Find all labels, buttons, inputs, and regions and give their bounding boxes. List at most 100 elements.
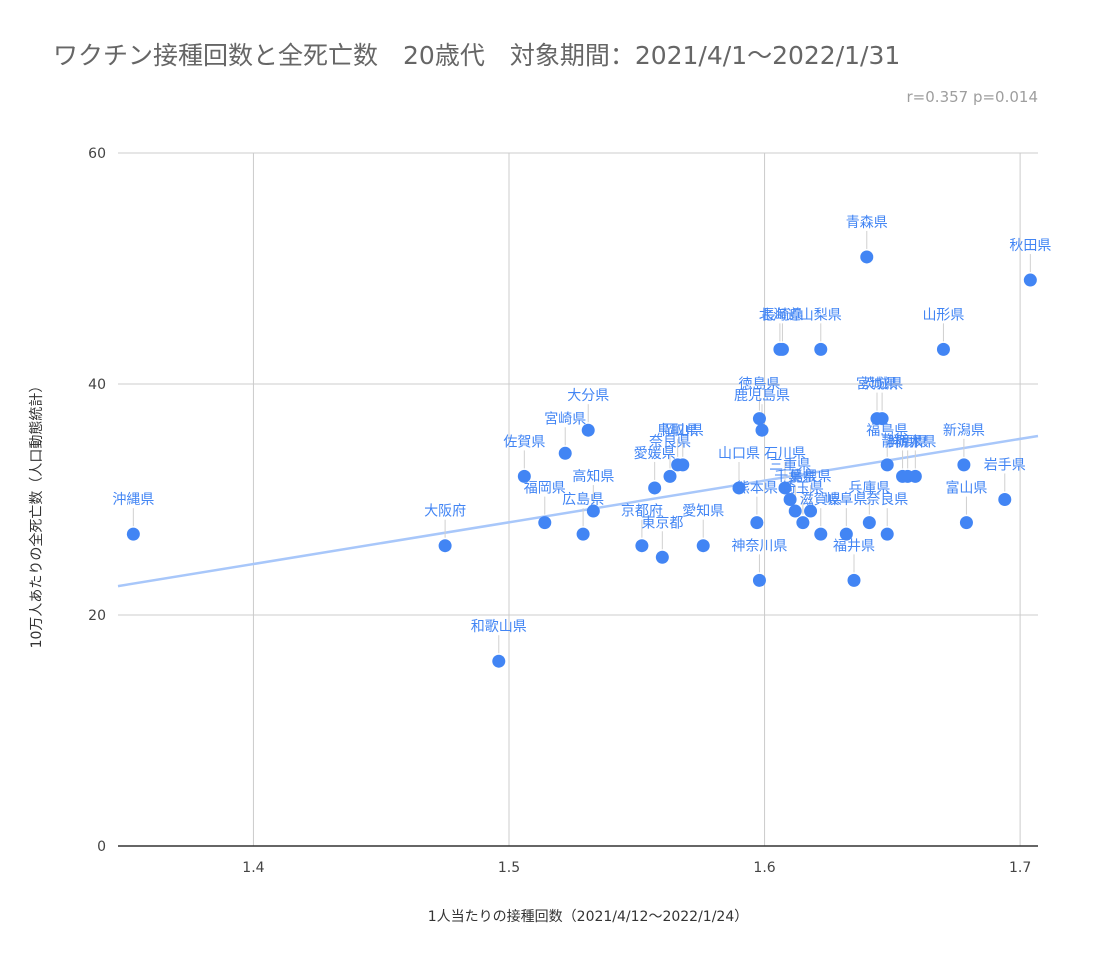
data-point xyxy=(558,446,572,460)
y-tick-label: 20 xyxy=(88,608,106,624)
data-point xyxy=(581,423,595,437)
data-label: 宮城県 xyxy=(856,377,898,393)
data-point xyxy=(908,469,922,483)
data-point xyxy=(778,481,792,495)
data-point xyxy=(998,493,1012,506)
data-point xyxy=(635,539,649,553)
data-label: 福島県 xyxy=(866,423,908,439)
x-tick-label: 1.5 xyxy=(498,860,520,876)
data-point xyxy=(752,412,766,426)
data-label: 山口県 xyxy=(718,446,760,462)
data-label: 大分県 xyxy=(567,388,609,404)
data-label: 石川県 xyxy=(764,446,806,462)
data-label: 鹿児島県 xyxy=(734,387,790,404)
data-label: 群馬県 xyxy=(887,434,929,450)
data-point xyxy=(696,539,710,553)
data-label: 熊本県 xyxy=(736,481,778,497)
data-label: 青森県 xyxy=(846,215,888,231)
data-point xyxy=(648,481,662,495)
data-label: 福岡県 xyxy=(524,481,566,497)
data-label: 鳥取県 xyxy=(657,423,699,439)
y-tick-labels: 0 20 40 60 xyxy=(88,146,106,855)
data-label: 東京都 xyxy=(641,515,683,531)
data-label: 高知県 xyxy=(572,468,614,485)
data-label: 新潟県 xyxy=(943,423,985,439)
data-point xyxy=(875,412,889,426)
data-label: 岩手県 xyxy=(984,458,1026,474)
data-points xyxy=(126,250,1037,668)
trendline xyxy=(117,434,1039,588)
data-point xyxy=(860,250,874,264)
data-point xyxy=(1023,273,1037,287)
data-label: 富山県 xyxy=(945,480,987,497)
data-point xyxy=(492,654,506,668)
data-point xyxy=(126,527,140,541)
data-label: 佐賀県 xyxy=(503,434,545,450)
data-point xyxy=(655,550,669,564)
data-point xyxy=(576,527,590,541)
data-label: 山梨県 xyxy=(800,307,842,323)
data-point xyxy=(936,342,950,356)
x-tick-label: 1.6 xyxy=(753,860,775,876)
data-point xyxy=(517,469,531,483)
data-label: 宮崎県 xyxy=(544,411,586,427)
y-tick-label: 40 xyxy=(88,377,106,393)
data-label: 茨城県 xyxy=(861,377,903,393)
data-label: 山形県 xyxy=(922,307,964,323)
x-tick-label: 1.7 xyxy=(1009,860,1031,876)
y-tick-label: 0 xyxy=(97,839,106,855)
data-point xyxy=(839,527,853,541)
data-point xyxy=(783,493,797,506)
data-point xyxy=(438,539,452,553)
data-point xyxy=(814,527,828,541)
data-point xyxy=(755,423,769,437)
data-label: 奈良県 xyxy=(866,492,908,508)
data-label: 秋田県 xyxy=(1009,238,1051,254)
data-point xyxy=(804,504,818,518)
data-point xyxy=(538,516,552,530)
data-label: 北海道 xyxy=(759,307,801,323)
data-label: 広島県 xyxy=(562,492,604,508)
data-point xyxy=(814,342,828,356)
label-leader-lines xyxy=(132,230,1031,654)
data-label: 兵庫県 xyxy=(848,480,890,497)
data-label: 栃木県 xyxy=(894,434,936,450)
data-point xyxy=(752,573,766,587)
data-label: 奈良県 xyxy=(649,434,691,450)
data-label: 岡山県 xyxy=(662,423,704,439)
data-point xyxy=(586,504,600,518)
data-label: 埼玉県 xyxy=(782,481,824,497)
data-label: 大阪府 xyxy=(424,504,466,520)
chart-title: ワクチン接種回数と全死亡数 20歳代 対象期間：2021/4/1～2022/1/… xyxy=(53,41,901,70)
data-point xyxy=(788,504,802,518)
data-label: 京都府 xyxy=(621,504,663,520)
data-label: 愛知県 xyxy=(682,503,724,520)
data-label: 神奈川県 xyxy=(731,538,787,554)
data-label: 長崎県 xyxy=(761,307,803,323)
data-point xyxy=(796,516,810,530)
data-label: 岐阜県 xyxy=(825,491,867,508)
data-label: 静岡県 xyxy=(882,434,924,450)
data-point xyxy=(750,516,764,530)
data-point xyxy=(663,469,677,483)
data-label: 沖縄県 xyxy=(112,492,154,508)
data-point xyxy=(957,458,971,472)
data-label: 島根県 xyxy=(790,469,832,485)
data-label: 愛媛県 xyxy=(634,446,676,462)
data-point xyxy=(959,516,973,530)
data-label: 福井県 xyxy=(833,538,875,554)
x-axis-label: 1人当たりの接種回数（2021/4/12～2022/1/24） xyxy=(428,908,748,925)
data-label: 千葉県 xyxy=(774,469,816,485)
data-point xyxy=(775,342,789,356)
data-point xyxy=(676,458,690,472)
chart-subtitle: r=0.357 p=0.014 xyxy=(906,88,1038,106)
data-point xyxy=(862,516,876,530)
data-point xyxy=(847,573,861,587)
x-tick-label: 1.4 xyxy=(242,860,264,876)
y-axis-label: 10万人あたりの全死亡数（人口動態統計） xyxy=(28,379,45,649)
data-label: 滋賀県 xyxy=(800,492,842,508)
x-tick-labels: 1.4 1.5 1.6 1.7 xyxy=(242,860,1031,876)
data-point xyxy=(880,527,894,541)
